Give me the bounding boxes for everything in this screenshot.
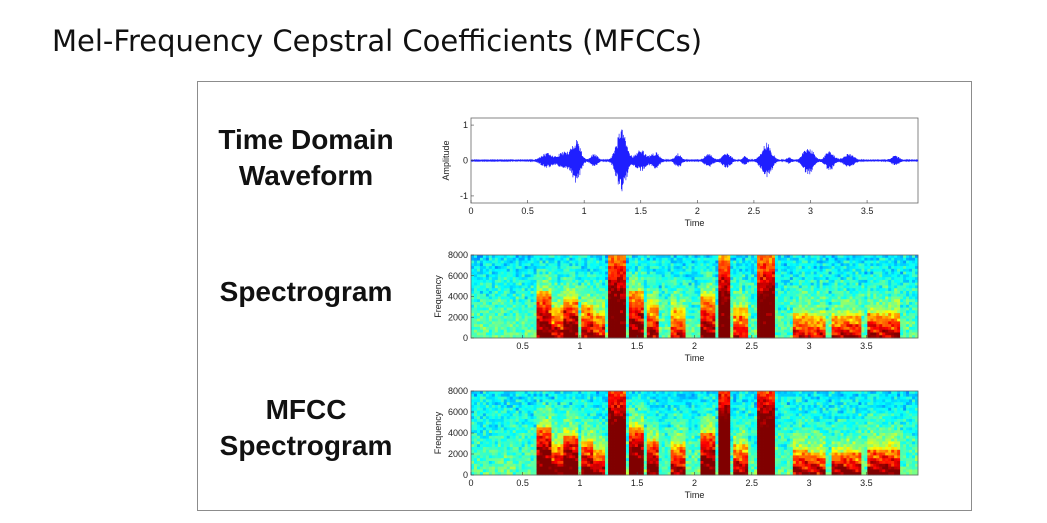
spectrogram-x-tick-label-0: 0.5 — [516, 341, 529, 351]
mfcc-x-tick-label-5: 2.5 — [746, 478, 759, 488]
spectrogram-x-tick-label-2: 1.5 — [631, 341, 644, 351]
waveform-x-tick-label-4: 2 — [695, 206, 700, 216]
waveform-label-line-2: Waveform — [238, 160, 374, 191]
mfcc-x-tick-label-3: 1.5 — [631, 478, 644, 488]
spectrogram-x-tick-label-5: 3 — [807, 341, 812, 351]
waveform-y-tick-label-1: 0 — [463, 156, 468, 166]
spectrogram-y-tick-label-1: 2000 — [448, 312, 468, 322]
spectrogram-x-tick-label-6: 3.5 — [860, 341, 873, 351]
spectrogram-y-tick-label-0: 0 — [463, 333, 468, 343]
waveform-x-axis-label: Time — [685, 218, 705, 228]
spectrogram-y-axis-label: Frequency — [433, 275, 443, 318]
waveform-y-tick-label-0: -1 — [460, 191, 468, 201]
mfcc-x-tick-label-1: 0.5 — [516, 478, 529, 488]
waveform-x-tick-label-6: 3 — [808, 206, 813, 216]
mfcc-x-tick-label-6: 3 — [807, 478, 812, 488]
mfcc-spectrogram-panel: 0 0.5 1 1.5 2 2.5 3 3.5 0 2000 4000 6000 8000 Time Fre… — [433, 386, 919, 500]
figure-frame: Time Domain Waveform Spectrogram MFCC Sp… — [197, 81, 972, 511]
spectrogram-heatmap-cells — [471, 255, 919, 339]
waveform-x-tick-label-3: 1.5 — [634, 206, 647, 216]
mfcc-x-tick-label-4: 2 — [692, 478, 697, 488]
mfcc-heatmap-cells — [471, 391, 919, 476]
waveform-y-tick-label-2: 1 — [463, 120, 468, 130]
waveform-x-tick-label-1: 0.5 — [521, 206, 534, 216]
mfcc-row-label: MFCC Spectrogram — [206, 392, 406, 464]
spectrogram-panel: 0.5 1 1.5 2 2.5 3 3.5 0 2000 4000 6000 8000 Time Freq… — [433, 250, 919, 363]
spectrogram-x-tick-label-3: 2 — [692, 341, 697, 351]
spectrogram-y-tick-label-4: 8000 — [448, 250, 468, 260]
mfcc-x-tick-label-2: 1 — [577, 478, 582, 488]
spectrogram-y-tick-label-3: 6000 — [448, 271, 468, 281]
mfcc-x-tick-label-0: 0 — [468, 478, 473, 488]
waveform-x-tick-label-2: 1 — [582, 206, 587, 216]
mfcc-y-tick-label-1: 2000 — [448, 449, 468, 459]
spectrogram-y-tick-label-2: 4000 — [448, 292, 468, 302]
waveform-label-line-1: Time Domain — [218, 124, 394, 155]
mfcc-x-tick-label-7: 3.5 — [860, 478, 873, 488]
waveform-x-tick-label-5: 2.5 — [748, 206, 761, 216]
mfcc-y-axis-label: Frequency — [433, 411, 443, 454]
spectrogram-x-tick-label-1: 1 — [577, 341, 582, 351]
mfcc-y-tick-label-0: 0 — [463, 470, 468, 480]
mfcc-label-line-2: Spectrogram — [219, 430, 393, 461]
waveform-series-line — [470, 129, 919, 192]
mfcc-label-line-1: MFCC — [265, 394, 347, 425]
spectrogram-x-axis-label: Time — [685, 353, 705, 363]
waveform-x-tick-label-7: 3.5 — [861, 206, 874, 216]
spectrogram-x-tick-label-4: 2.5 — [746, 341, 759, 351]
mfcc-y-tick-label-3: 6000 — [448, 407, 468, 417]
mfcc-x-axis-label: Time — [685, 490, 705, 500]
waveform-row-label: Time Domain Waveform — [206, 122, 406, 194]
mfcc-y-tick-label-2: 4000 — [448, 428, 468, 438]
spectrogram-label-line-1: Spectrogram — [219, 276, 393, 307]
waveform-y-axis-label: Amplitude — [441, 140, 451, 180]
waveform-x-tick-label-0: 0 — [468, 206, 473, 216]
page-title: Mel-Frequency Cepstral Coefficients (MFC… — [52, 24, 703, 58]
mfcc-y-tick-label-4: 8000 — [448, 386, 468, 396]
spectrogram-row-label: Spectrogram — [206, 274, 406, 310]
